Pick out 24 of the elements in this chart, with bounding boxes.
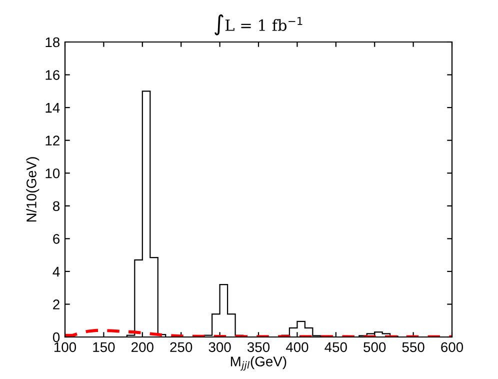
y-tick-label: 12 xyxy=(46,136,60,146)
y-tick-label: 18 xyxy=(46,37,60,48)
y-tick-label: 6 xyxy=(53,234,60,244)
y-tick-label: 14 xyxy=(46,103,60,113)
x-tick-label: 550 xyxy=(402,342,424,352)
y-tick-label: 4 xyxy=(52,266,60,276)
x-tick-label: 250 xyxy=(170,342,192,352)
x-tick-label: 100 xyxy=(54,342,76,352)
y-tick-label: 16 xyxy=(46,70,60,80)
y-tick-label: 8 xyxy=(53,201,60,212)
y-tick-label: 0 xyxy=(52,332,60,342)
y-axis-title: N/10(GeV) xyxy=(26,157,40,222)
x-axis-title: M$_{jjl}$(GeV) xyxy=(230,356,286,371)
y-tick-label: 2 xyxy=(53,300,60,310)
x-tick-label: 300 xyxy=(208,342,231,352)
x-tick-label: 400 xyxy=(286,342,308,352)
x-tick-label: 350 xyxy=(247,342,270,352)
chart-title: ∫L = 1 fb$^{−1}$ xyxy=(214,14,302,36)
y-tick-label: 10 xyxy=(46,168,60,178)
x-tick-label: 500 xyxy=(364,342,386,352)
x-tick-label: 200 xyxy=(132,342,154,352)
x-tick-label: 150 xyxy=(93,342,115,352)
x-tick-label: 450 xyxy=(324,342,347,352)
x-tick-label: 600 xyxy=(441,342,464,352)
